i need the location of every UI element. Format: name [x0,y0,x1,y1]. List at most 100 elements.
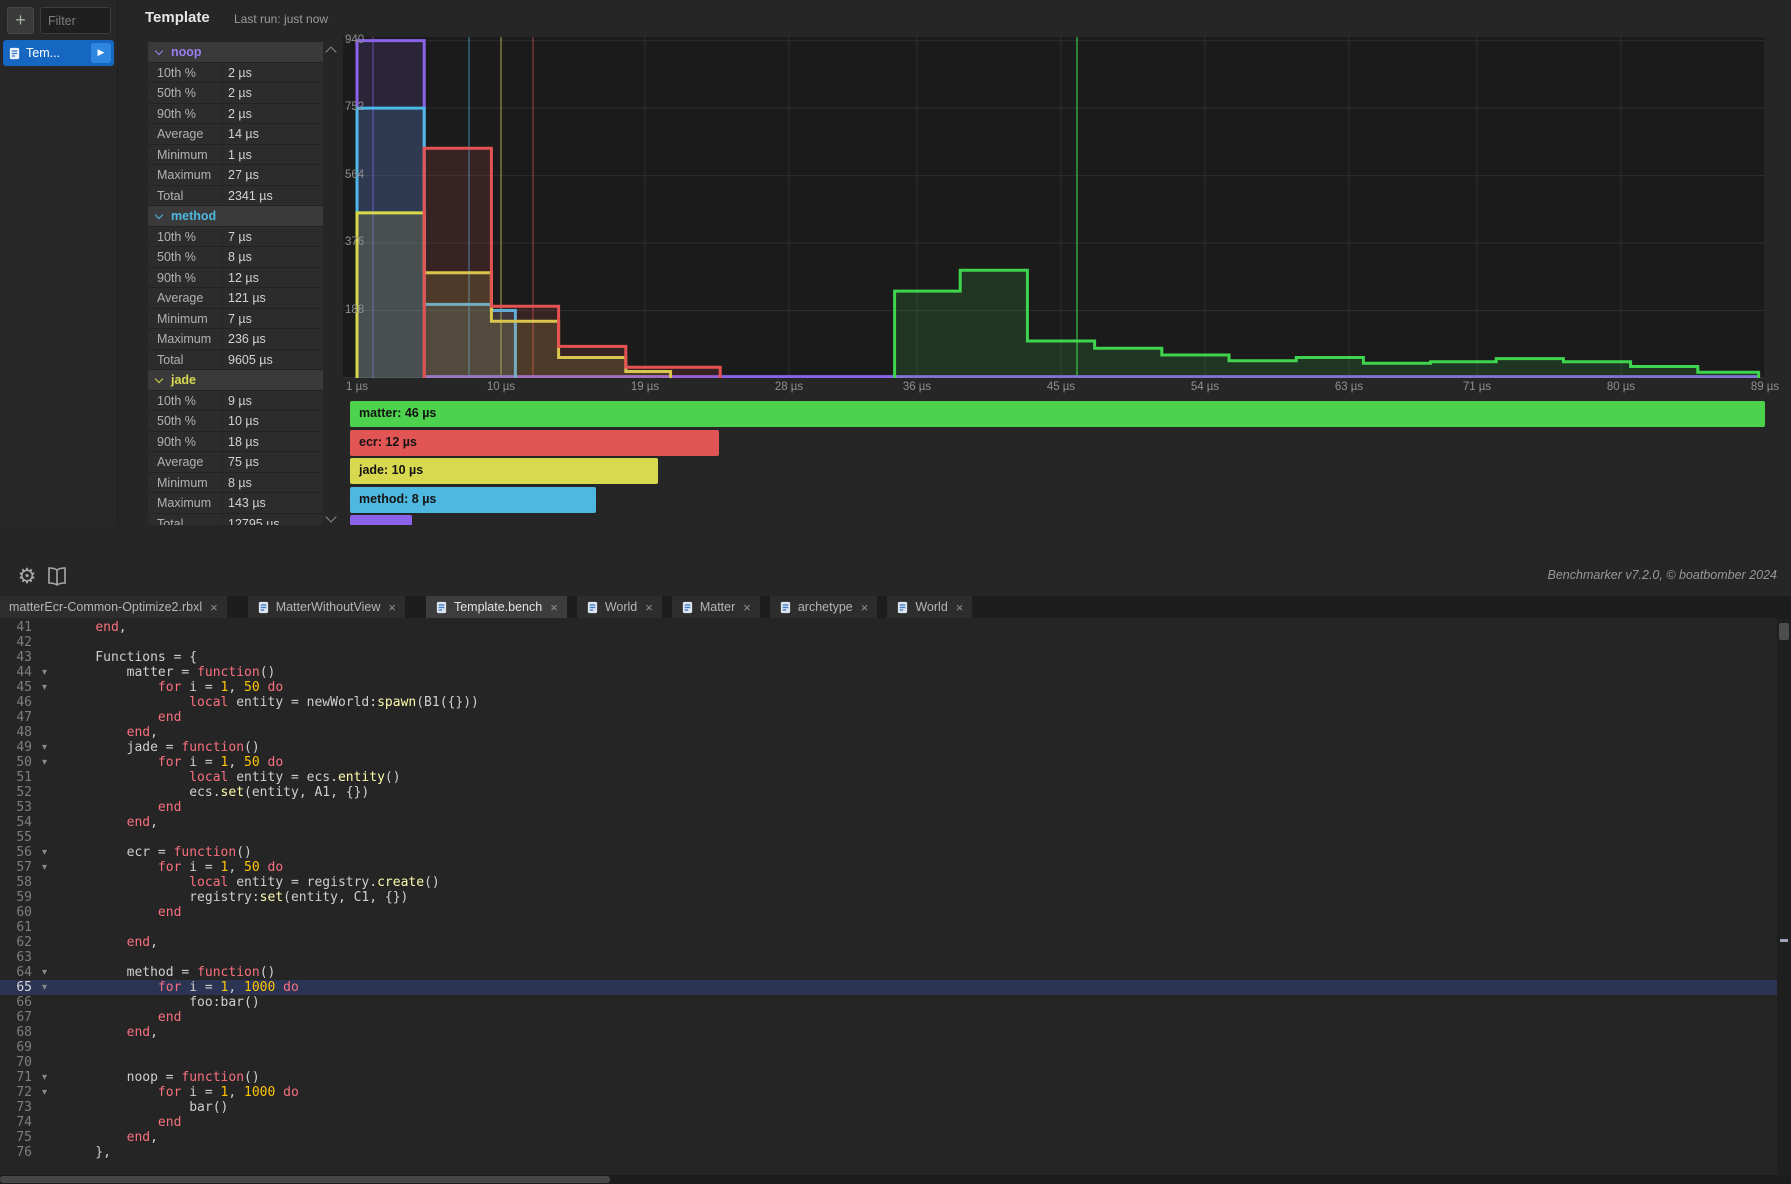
tab-close-icon[interactable]: × [645,599,653,615]
code-token [64,875,189,890]
tab-close-icon[interactable]: × [210,599,218,615]
code-text: bar() [64,1100,228,1115]
fold-arrow-icon[interactable]: ▾ [42,757,48,768]
code-line[interactable]: 75 end, [0,1130,1791,1145]
code-token: local [189,875,229,890]
code-text: end [64,800,181,815]
fold-arrow-icon[interactable]: ▾ [42,682,48,693]
stats-row-value: 1 µs [228,147,252,162]
code-line[interactable]: 71 ▾ noop = function() [0,1070,1791,1085]
code-line[interactable]: 64 ▾ method = function() [0,965,1791,980]
tab-archetype[interactable]: archetype × [769,596,878,618]
code-line[interactable]: 41 end, [0,620,1791,635]
fold-arrow-icon[interactable]: ▾ [42,742,48,753]
code-line[interactable]: 57 ▾ for i = 1, 50 do [0,860,1791,875]
code-line[interactable]: 70 [0,1055,1791,1070]
fold-arrow-icon[interactable]: ▾ [42,667,48,678]
tab-matterecr-common-optimize2-rbxl[interactable]: matterEcr-Common-Optimize2.rbxl × [0,596,227,618]
tab-world[interactable]: World × [887,596,973,618]
code-line[interactable]: 52 ecs.set(entity, A1, {}) [0,785,1791,800]
stats-row-value: 2341 µs [228,188,273,203]
code-line[interactable]: 66 foo:bar() [0,995,1791,1010]
code-line[interactable]: 53 end [0,800,1791,815]
code-line[interactable]: 50 ▾ for i = 1, 50 do [0,755,1791,770]
bench-list-item[interactable]: Tem... ▶ [3,40,114,66]
stats-section-header[interactable]: jade [148,370,323,391]
code-line[interactable]: 59 registry:set(entity, C1, {}) [0,890,1791,905]
code-line[interactable]: 51 local entity = ecs.entity() [0,770,1791,785]
code-line[interactable]: 65 ▾ for i = 1, 1000 do [0,980,1791,995]
code-line[interactable]: 55 [0,830,1791,845]
line-number: 70 [16,1055,32,1070]
code-line[interactable]: 54 end, [0,815,1791,830]
editor-horizontal-scrollbar[interactable] [0,1175,1791,1184]
code-line[interactable]: 58 local entity = registry.create() [0,875,1791,890]
fold-arrow-icon[interactable]: ▾ [42,1072,48,1083]
tab-matter[interactable]: Matter × [671,596,760,618]
code-text: end [64,1010,181,1025]
legend-row-method[interactable]: method: 8 µs [350,486,597,513]
tab-close-icon[interactable]: × [388,599,396,615]
stats-row: 50th % 10 µs [148,411,323,432]
settings-gear-icon[interactable]: ⚙ [17,564,37,588]
code-line[interactable]: 63 [0,950,1791,965]
code-line[interactable]: 67 end [0,1010,1791,1025]
code-token [260,755,268,770]
legend-row-ecr[interactable]: ecr: 12 µs [350,429,720,456]
code-line[interactable]: 44 ▾ matter = function() [0,665,1791,680]
tab-close-icon[interactable]: × [743,599,751,615]
legend-row-noop[interactable] [350,515,412,525]
chevron-down-icon [154,374,164,384]
stats-section-header[interactable]: method [148,206,323,227]
code-line[interactable]: 49 ▾ jade = function() [0,740,1791,755]
code-line[interactable]: 46 local entity = newWorld:spawn(B1({})) [0,695,1791,710]
vertical-scrollbar-thumb[interactable] [1779,623,1789,640]
stats-row-value: 12 µs [228,270,259,285]
code-line[interactable]: 73 bar() [0,1100,1791,1115]
stats-scroll-up-icon[interactable] [325,46,337,58]
tab-close-icon[interactable]: × [860,599,869,615]
tab-close-icon[interactable]: × [955,599,964,615]
legend-row-jade[interactable]: jade: 10 µs [350,458,658,484]
code-line[interactable]: 74 end [0,1115,1791,1130]
code-token: entity = registry. [228,875,378,890]
code-line[interactable]: 48 end, [0,725,1791,740]
fold-arrow-icon[interactable]: ▾ [42,862,48,873]
code-line[interactable]: 60 end [0,905,1791,920]
code-line[interactable]: 76 }, [0,1145,1791,1160]
code-line[interactable]: 72 ▾ for i = 1, 1000 do [0,1085,1791,1100]
fold-arrow-icon[interactable]: ▾ [42,982,48,993]
stats-row-value: 8 µs [228,250,252,264]
code-line[interactable]: 45 ▾ for i = 1, 50 do [0,680,1791,695]
tab-matterwithoutview[interactable]: MatterWithoutView × [247,596,405,618]
fold-arrow-icon[interactable]: ▾ [42,967,48,978]
code-line[interactable]: 47 end [0,710,1791,725]
tab-template-bench[interactable]: Template.bench × [425,596,567,618]
tab-world[interactable]: World × [576,596,662,618]
editor-vertical-scrollbar[interactable] [1777,618,1791,1175]
code-line[interactable]: 43 Functions = { [0,650,1791,665]
stats-section-header[interactable]: noop [148,42,323,63]
stats-row: 90th % 18 µs [148,431,323,452]
code-token [64,1025,127,1040]
legend-row-matter[interactable]: matter: 46 µs [350,401,1765,427]
code-line[interactable]: 56 ▾ ecr = function() [0,845,1791,860]
fold-arrow-icon[interactable]: ▾ [42,847,48,858]
stats-row-value: 27 µs [228,168,259,182]
docs-book-icon[interactable] [45,565,69,589]
code-line[interactable]: 68 end, [0,1025,1791,1040]
fold-arrow-icon[interactable]: ▾ [42,1087,48,1098]
code-line[interactable]: 61 [0,920,1791,935]
horizontal-scrollbar-thumb[interactable] [0,1176,610,1183]
filter-input[interactable] [40,7,111,34]
add-benchmark-button[interactable]: + [7,7,34,34]
run-benchmark-button[interactable]: ▶ [91,43,111,63]
stats-panel: noop 10th % 2 µs 50th % 2 µs 90th % 2 µs Averag… [148,42,323,525]
tab-close-icon[interactable]: × [550,599,558,615]
code-line[interactable]: 69 [0,1040,1791,1055]
code-editor[interactable]: 41 end, 42 43 Functions = {44 ▾ matter = fu… [0,618,1791,1175]
stats-scroll-down-icon[interactable] [325,511,337,523]
code-line[interactable]: 42 [0,635,1791,650]
tab-label: Matter [699,600,736,614]
code-line[interactable]: 62 end, [0,935,1791,950]
